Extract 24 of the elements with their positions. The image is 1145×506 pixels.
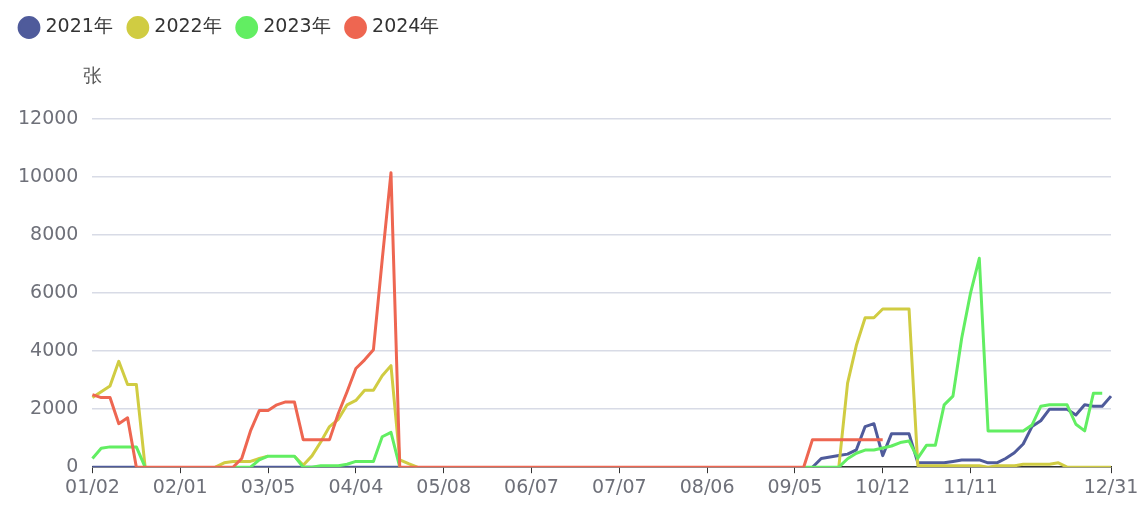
legend-label: 2024年 (372, 14, 440, 37)
x-tick-label: 11/11 (943, 474, 998, 497)
y-axis-title: 张 (82, 64, 102, 87)
legend-label: 2021年 (45, 14, 113, 37)
x-tick-label: 09/05 (767, 474, 823, 497)
y-tick-label: 12000 (17, 105, 79, 128)
y-tick-label: 2000 (30, 396, 79, 419)
y-tick-label: 4000 (30, 338, 79, 361)
legend-label: 2022年 (154, 14, 222, 37)
y-tick-label: 8000 (30, 222, 79, 244)
x-tick-label: 04/04 (328, 474, 384, 497)
x-tick-label: 10/12 (855, 474, 911, 497)
legend-label: 2023年 (263, 14, 331, 37)
x-tick-label: 07/07 (591, 474, 647, 497)
x-tick-label: 12/31 (1083, 474, 1139, 497)
y-tick-label: 10000 (17, 163, 79, 186)
x-tick-label: 01/02 (65, 474, 120, 497)
x-tick-label: 03/05 (240, 474, 296, 497)
x-tick-label: 06/07 (504, 474, 559, 497)
x-tick-label: 05/08 (416, 474, 472, 497)
x-tick-label: 08/06 (679, 474, 735, 497)
y-tick-label: 0 (66, 454, 79, 477)
y-tick-label: 6000 (30, 280, 79, 303)
x-tick-label: 02/01 (152, 474, 208, 497)
